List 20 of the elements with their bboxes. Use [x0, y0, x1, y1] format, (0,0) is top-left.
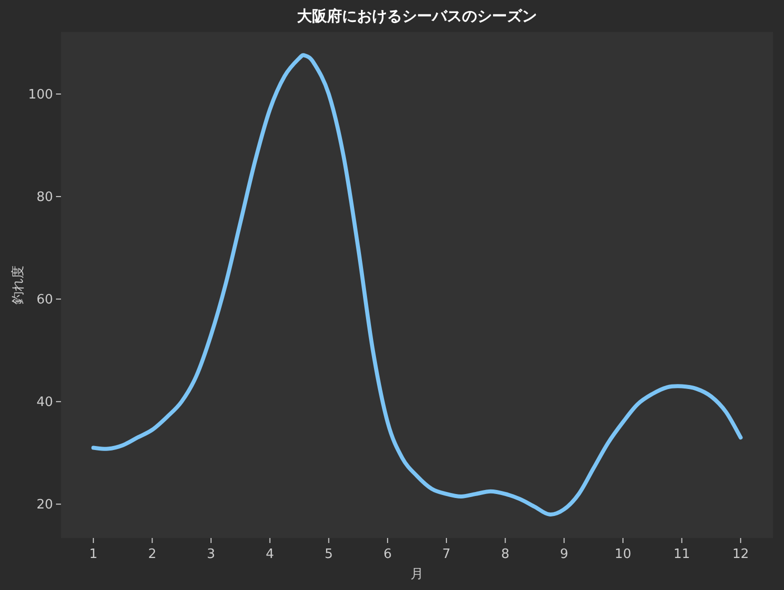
chart-title: 大阪府におけるシーバスのシーズン [297, 7, 537, 25]
x-tick-label: 12 [732, 547, 749, 562]
x-tick-label: 5 [324, 547, 333, 562]
y-tick-label: 60 [36, 292, 53, 308]
x-tick-label: 4 [266, 547, 274, 562]
y-axis-title: 釣れ度 [10, 266, 26, 304]
x-tick-label: 3 [206, 547, 216, 562]
x-tick-label: 11 [674, 547, 690, 562]
y-tick-label: 80 [36, 190, 53, 206]
y-tick-label: 100 [28, 88, 53, 103]
x-tick-label: 1 [89, 547, 98, 562]
x-tick-label: 7 [442, 547, 451, 562]
x-tick-label: 6 [383, 547, 392, 562]
x-axis-title: 月 [410, 567, 424, 582]
x-tick-label: 8 [501, 547, 510, 562]
x-tick-label: 10 [614, 547, 632, 562]
x-tick-label: 2 [148, 547, 156, 562]
y-tick-label: 40 [36, 395, 53, 410]
y-tick-label: 20 [36, 498, 53, 513]
x-tick-label: 9 [560, 547, 568, 562]
